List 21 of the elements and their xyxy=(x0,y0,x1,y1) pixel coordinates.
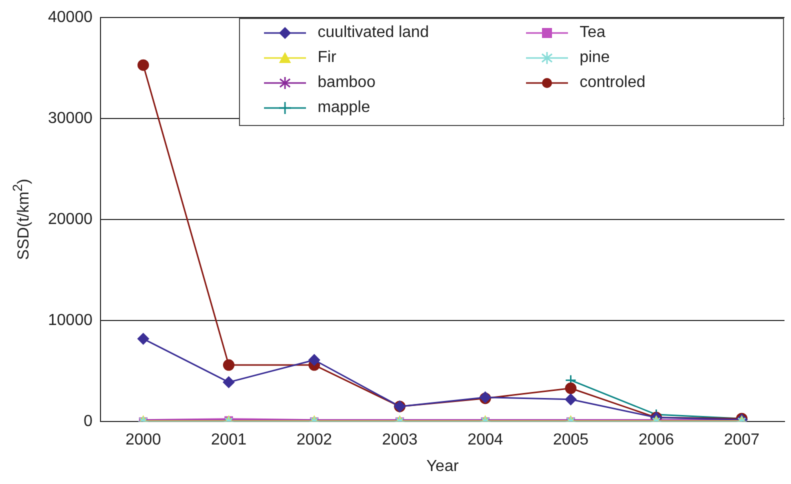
legend-label: Fir xyxy=(318,49,336,68)
x-tick-label: 2003 xyxy=(382,432,418,449)
legend-label: Tea xyxy=(580,24,606,42)
x-tick-label: 2001 xyxy=(210,432,247,449)
legend-label: mapple xyxy=(318,99,370,118)
x-tick-label: 2006 xyxy=(638,432,674,449)
legend-label: cuultivated land xyxy=(318,24,429,42)
x-tick-label: 2005 xyxy=(552,432,589,449)
x-tick-label: 2002 xyxy=(296,432,332,449)
legend-label: controled xyxy=(580,74,646,92)
x-tick-label: 2007 xyxy=(724,432,760,449)
x-tick-label: 2004 xyxy=(467,432,504,449)
y-tick-label: 40000 xyxy=(48,9,93,26)
y-tick-label: 10000 xyxy=(48,312,93,330)
y-tick-label: 0 xyxy=(84,413,93,430)
legend-label: bamboo xyxy=(318,74,376,92)
x-axis-title: Year xyxy=(426,458,460,475)
y-tick-label: 30000 xyxy=(48,110,93,128)
y-tick-label: 20000 xyxy=(48,211,93,228)
x-tick-label: 2000 xyxy=(125,432,162,449)
legend-label: pine xyxy=(580,49,610,68)
